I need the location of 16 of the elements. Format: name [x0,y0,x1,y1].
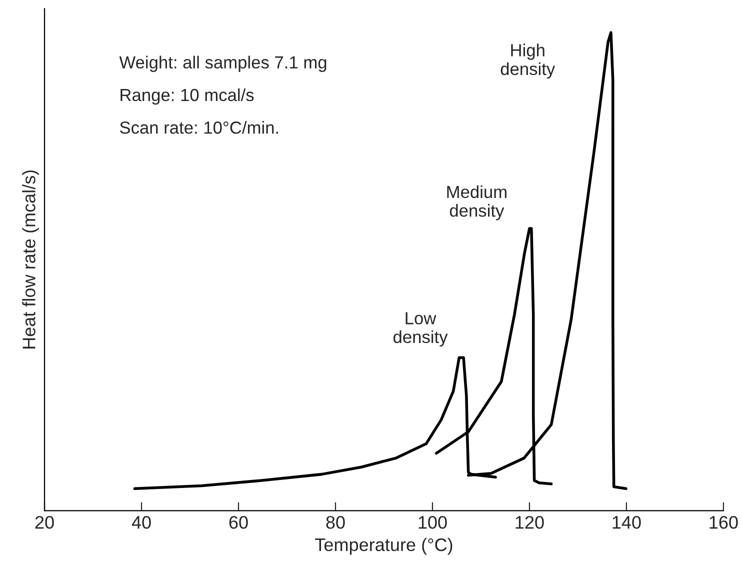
x-tick-label: 20 [35,516,54,529]
x-tick-label: 40 [132,516,151,529]
series-label: Medium density [447,185,506,220]
x-axis-title: Temperature (°C) [315,538,452,555]
x-tick-label: 80 [326,516,345,529]
annotation: Scan rate: 10°C/min. [120,121,278,134]
text: High density [500,44,556,79]
annotation: Weight: all samples 7.1 mg [119,56,326,72]
x-tick-label: 140 [612,516,641,529]
x-tick-label: 100 [418,516,447,529]
annotation: Range: 10 mcal/s [120,88,254,105]
y-axis-title: Heat flow rate (mcal/s) [22,170,39,348]
x-tick-label: 60 [229,516,248,529]
series-label: Low density [393,312,448,347]
x-tick-label: 120 [516,516,544,529]
x-tick-label: 160 [710,516,738,529]
